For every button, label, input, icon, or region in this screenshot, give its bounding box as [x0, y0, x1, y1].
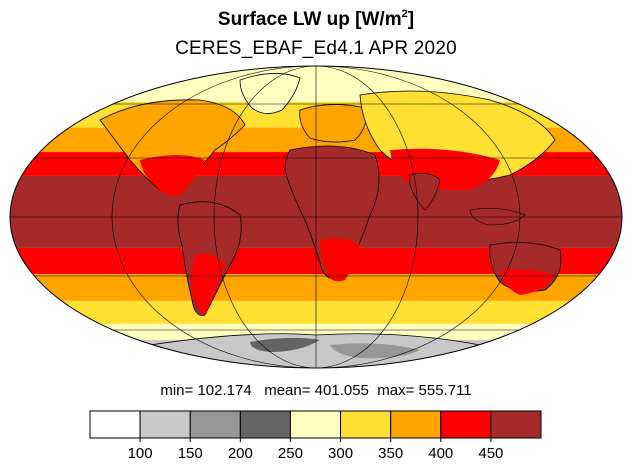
stat-max-label: max= — [377, 382, 415, 399]
land-africa-south — [320, 238, 360, 282]
land-south-america-south — [191, 253, 225, 315]
land-indonesia — [469, 208, 526, 226]
land-antarctica-mid — [330, 343, 420, 359]
land-north-america — [99, 99, 246, 192]
title-superscript: 2 — [401, 8, 408, 20]
colorbar-tick-label-0: 100 — [128, 445, 153, 462]
colorbar-box-1 — [139, 410, 191, 439]
colorbar-box-6 — [390, 410, 442, 439]
colorbar-ticks: 100 150 200 250 300 350 400 450 — [128, 438, 503, 462]
stat-mean-value: 401.055 — [314, 382, 369, 399]
colorbar-box-0 — [89, 410, 141, 439]
colorbar-box-4 — [289, 410, 342, 439]
colorbar-box-7 — [440, 410, 492, 439]
map-bands — [10, 66, 622, 368]
title-text: Surface LW up [W/m — [217, 9, 402, 30]
colorbar-boxes — [89, 410, 542, 439]
map-subtitle: CERES_EBAF_Ed4.1 APR 2020 — [175, 38, 457, 59]
colorbar-tick-label-6: 400 — [428, 445, 453, 462]
colorbar-tick-label-5: 350 — [378, 445, 403, 462]
land-north-america-south — [140, 155, 205, 196]
map-title: Surface LW up [W/m2] — [0, 8, 632, 31]
land-europe — [299, 104, 367, 143]
stat-mean-label: mean= — [264, 382, 311, 399]
stat-max-value: 555.711 — [418, 382, 472, 399]
stats-line: min= 102.174 mean= 401.055 max= 555.711 — [0, 382, 632, 399]
land-antarctica-dark — [250, 337, 320, 352]
colorbar-tick-label-3: 250 — [278, 445, 303, 462]
land-greenland — [239, 73, 301, 114]
colorbar-tick-label-2: 200 — [228, 445, 253, 462]
colorbar-box-5 — [340, 410, 392, 439]
map-outline — [9, 65, 623, 369]
land-india — [409, 173, 441, 211]
colorbar-box-3 — [239, 410, 291, 439]
stat-min-value: 102.174 — [197, 382, 252, 399]
colorbar-tick-label-7: 450 — [478, 445, 503, 462]
colorbar-box-2 — [189, 410, 241, 439]
colorbar-tick-label-4: 300 — [328, 445, 353, 462]
title-close: ] — [407, 9, 415, 30]
stat-min-label: min= — [160, 382, 194, 399]
colorbar-box-8 — [490, 410, 542, 439]
colorbar-tick-label-1: 150 — [178, 445, 203, 462]
